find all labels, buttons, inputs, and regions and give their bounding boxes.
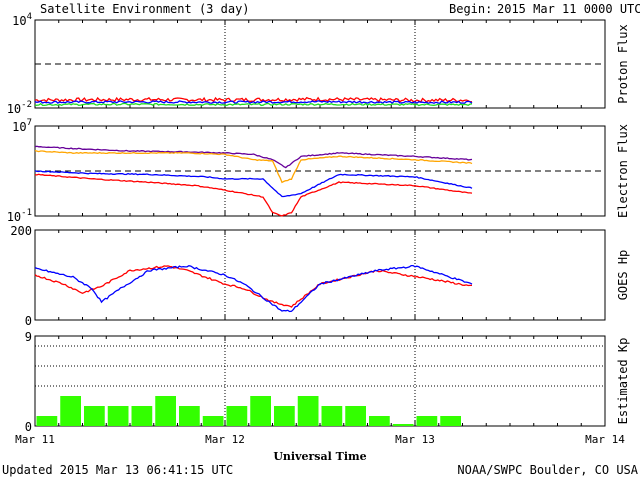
estimated_kp-axis-label: Estimated Kp bbox=[616, 338, 630, 425]
electron_flux-series-red bbox=[34, 173, 473, 217]
kp-bar bbox=[274, 406, 295, 426]
x-tick-label-mar-14: Mar 14 bbox=[585, 433, 625, 446]
updated-timestamp: Updated 2015 Mar 13 06:41:15 UTC bbox=[2, 463, 233, 477]
begin-label: Begin: bbox=[449, 2, 492, 16]
kp-bar bbox=[60, 396, 81, 426]
estimated_kp-panel: 9 0 Estimated Kp bbox=[25, 330, 630, 434]
kp-bar bbox=[202, 416, 224, 426]
y-tick-label: 107 bbox=[12, 118, 32, 134]
y-tick-label: 0 bbox=[25, 420, 32, 434]
electron_flux-series-orange bbox=[34, 149, 473, 184]
kp-bar bbox=[250, 396, 271, 426]
kp-bar bbox=[107, 406, 129, 426]
electron_flux-series-blue bbox=[34, 170, 473, 198]
kp-bar bbox=[155, 396, 176, 426]
kp-bar bbox=[179, 406, 200, 426]
proton_flux-axis-label: Proton Flux bbox=[616, 24, 630, 103]
y-tick-label: 10-1 bbox=[7, 208, 32, 224]
proton_flux-series-blue bbox=[34, 100, 473, 105]
goes_hp-panel: 200 0 GOES Hp bbox=[10, 224, 630, 328]
kp-bar bbox=[321, 406, 343, 426]
kp-bar bbox=[440, 416, 461, 426]
proton_flux-series-green bbox=[34, 102, 473, 107]
x-tick-label-mar-12: Mar 12 bbox=[205, 433, 245, 446]
electron_flux-series-purple bbox=[34, 145, 473, 169]
goes_hp-frame bbox=[34, 229, 606, 321]
panels: 104 10-2 Proton Flux 107 10-1 Electron Flux 20… bbox=[7, 12, 630, 434]
proton_flux-panel: 104 10-2 Proton Flux bbox=[7, 12, 630, 116]
begin-value: 2015 Mar 11 0000 UTC bbox=[497, 2, 640, 16]
kp-bar bbox=[297, 396, 319, 426]
electron_flux-panel: 107 10-1 Electron Flux bbox=[7, 118, 630, 224]
x-tick-label-mar-13: Mar 13 bbox=[395, 433, 435, 446]
kp-bar bbox=[84, 406, 105, 426]
kp-bar bbox=[226, 406, 248, 426]
kp-bar bbox=[416, 416, 438, 426]
goes_hp-series-blue bbox=[34, 264, 473, 313]
x-tick-label-mar-11: Mar 11 bbox=[15, 433, 55, 446]
kp-bar bbox=[36, 416, 58, 426]
kp-bar bbox=[345, 406, 366, 426]
y-tick-label: 9 bbox=[25, 330, 32, 344]
y-tick-label: 10-2 bbox=[7, 100, 32, 116]
x-axis-label: Universal Time bbox=[273, 450, 366, 463]
kp-bar bbox=[392, 424, 414, 426]
kp-bar bbox=[131, 406, 153, 426]
electron_flux-axis-label: Electron Flux bbox=[616, 124, 630, 218]
y-tick-label: 104 bbox=[12, 12, 32, 28]
chart-title: Satellite Environment (3 day) bbox=[40, 2, 250, 16]
data-source: NOAA/SWPC Boulder, CO USA bbox=[457, 463, 638, 477]
kp-bar bbox=[369, 416, 390, 426]
goes_hp-axis-label: GOES Hp bbox=[616, 250, 630, 301]
y-tick-label: 200 bbox=[10, 224, 32, 238]
y-tick-label: 0 bbox=[25, 314, 32, 328]
goes_hp-series-red bbox=[34, 265, 472, 308]
